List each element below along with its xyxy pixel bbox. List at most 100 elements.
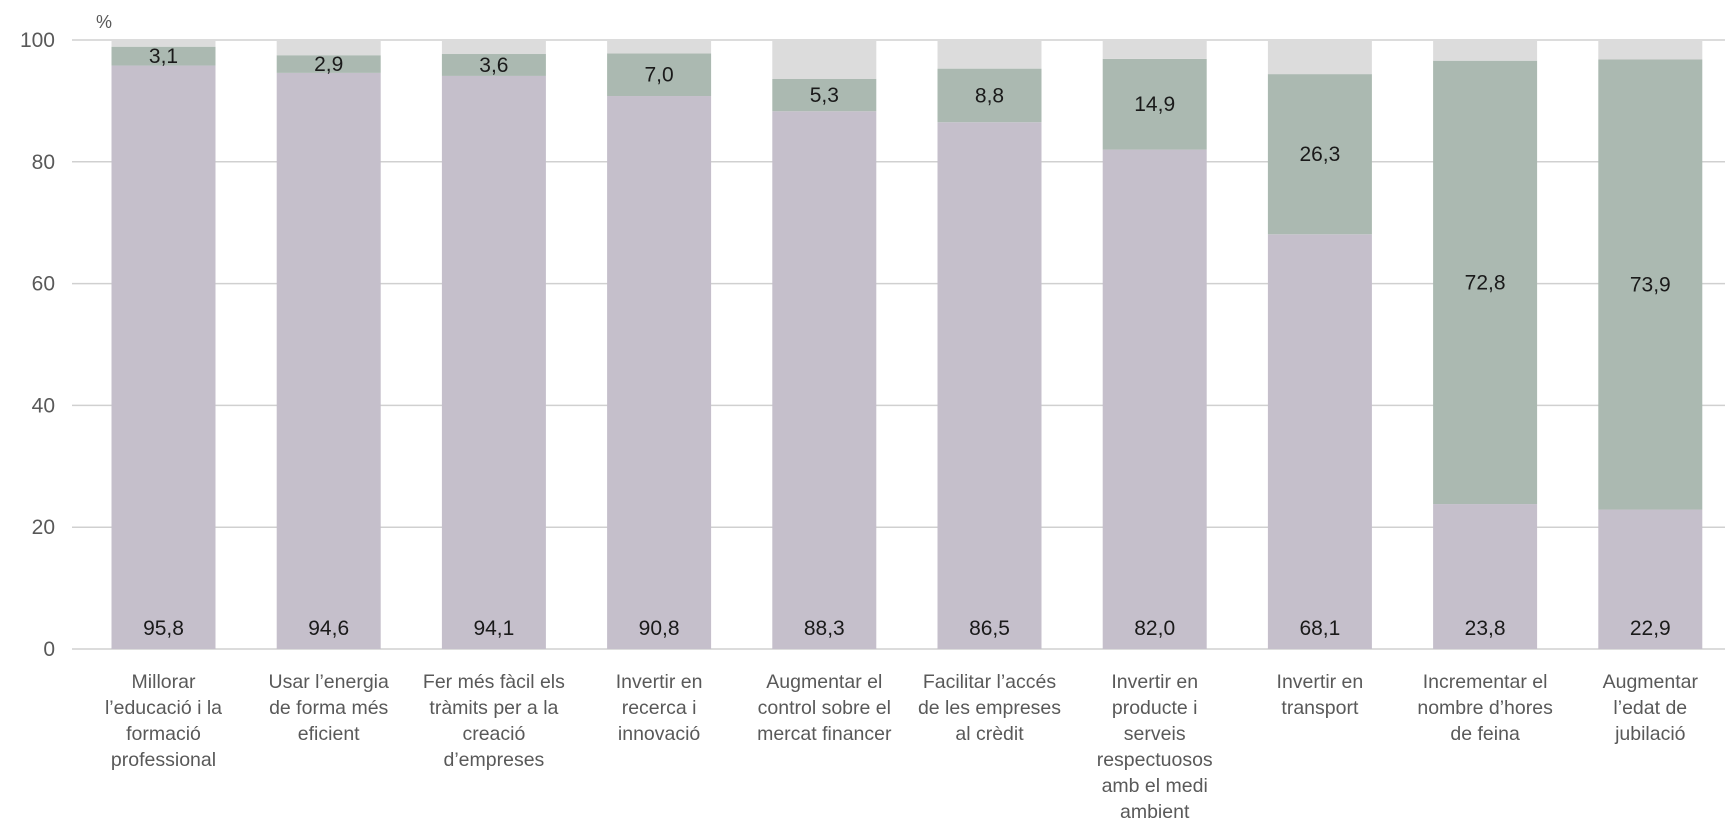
bar-segment-series-3 [1433, 40, 1538, 61]
x-tick-label-line: l’edat de [1613, 697, 1687, 719]
data-label: 90,8 [639, 617, 680, 640]
bar-segment-series-2 [441, 54, 546, 76]
data-label: 68,1 [1299, 617, 1340, 640]
x-tick-label-line: de les empreses [918, 697, 1061, 719]
data-label: 3,6 [479, 54, 508, 77]
bar-segment-series-1 [607, 96, 712, 649]
bar-group: 68,1 26,3 [1267, 40, 1372, 649]
x-tick-label: Augmentar el control sobre el mercat finan… [757, 671, 892, 745]
x-tick-label-line: ambient [1120, 801, 1190, 823]
bar-segment-series-1 [1433, 504, 1538, 649]
bar-group: 86,5 8,8 [937, 40, 1042, 650]
bar-group: 94,1 3,6 [441, 40, 546, 649]
data-label: 86,5 [969, 617, 1010, 640]
bar-segment-series-3 [1598, 40, 1703, 60]
data-label: 3,1 [149, 45, 178, 68]
y-axis: % 0 20 40 60 80 100 [20, 12, 112, 661]
x-tick-label-line: Millorar [132, 671, 196, 693]
data-label: 2,9 [314, 53, 343, 76]
x-tick-label-line: professional [111, 749, 216, 771]
bar-segment-series-2 [276, 55, 381, 73]
y-tick-label: 40 [32, 394, 55, 417]
x-tick-label: Invertir en recerca i innovació [616, 671, 703, 745]
x-tick-label-line: Augmentar el [766, 671, 882, 693]
x-tick-label-line: producte i [1112, 697, 1198, 719]
x-tick-label-line: Usar l’energia [269, 671, 389, 693]
data-label: 95,8 [143, 617, 184, 640]
x-tick-label-line: al crèdit [955, 723, 1024, 745]
bar-group: 94,6 2,9 [276, 40, 381, 650]
data-label: 73,9 [1630, 274, 1671, 297]
x-tick-label: Invertir en producte i serveis respectuosos… [1097, 671, 1213, 823]
bar-group: 22,9 73,9 [1598, 40, 1703, 649]
bar-segment-series-3 [1102, 40, 1207, 59]
x-tick-label: Fer més fàcil els tràmits per a la creació… [423, 671, 565, 771]
bar-segment-series-3 [276, 40, 381, 56]
bar-segment-series-1 [1267, 234, 1372, 649]
bar-group: 82,0 14,9 [1102, 40, 1207, 649]
bar-group: 88,3 5,3 [772, 40, 877, 650]
x-tick-label: Incrementar el nombre d’hores de feina [1417, 671, 1553, 745]
data-label: 5,3 [810, 84, 839, 107]
data-label: 88,3 [804, 617, 845, 640]
bar-segment-series-1 [1102, 149, 1207, 649]
bar-segment-series-1 [441, 75, 546, 649]
x-tick-label-line: d’empreses [444, 749, 545, 771]
x-tick-label: Usar l’energia de forma més eficient [269, 671, 389, 745]
bar-segment-series-1 [937, 122, 1042, 650]
x-tick-label-line: control sobre el [758, 697, 891, 719]
x-tick-label-line: recerca i [622, 697, 697, 719]
data-label: 22,9 [1630, 617, 1671, 640]
data-label: 94,6 [308, 617, 349, 640]
x-axis: Millorar l’educació i la formació professio… [105, 671, 1699, 823]
x-tick-label: Millorar l’educació i la formació professio… [105, 671, 222, 771]
data-label: 14,9 [1134, 93, 1175, 116]
x-tick-label: Augmentar l’edat de jubilació [1603, 671, 1699, 745]
data-label: 23,8 [1465, 617, 1506, 640]
bar-group: 23,8 72,8 [1433, 40, 1538, 649]
x-tick-label-line: respectuosos [1097, 749, 1213, 771]
x-tick-label-line: Fer més fàcil els [423, 671, 565, 693]
bar-segment-series-3 [772, 40, 877, 79]
bar-segment-series-2 [111, 46, 216, 66]
x-tick-label-line: Invertir en [1111, 671, 1198, 693]
data-label: 7,0 [644, 64, 673, 87]
x-tick-label-line: de feina [1450, 723, 1520, 745]
bar-segment-series-1 [772, 111, 877, 650]
x-tick-label-line: amb el medi [1102, 775, 1208, 797]
bar-segment-series-2 [1433, 60, 1538, 505]
x-tick-label-line: nombre d’hores [1417, 697, 1553, 719]
bar-segment-series-3 [111, 40, 216, 47]
x-tick-label-line: mercat financer [757, 723, 892, 745]
x-tick-label-line: Incrementar el [1423, 671, 1548, 693]
x-tick-label: Invertir en transport [1277, 671, 1364, 719]
x-tick-label-line: creació [462, 723, 525, 745]
y-tick-label: 60 [32, 273, 55, 296]
x-tick-label-line: eficient [298, 723, 360, 745]
x-tick-label-line: Invertir en [616, 671, 703, 693]
bar-group: 90,8 7,0 [607, 40, 712, 649]
y-tick-label: 100 [20, 29, 55, 52]
data-label: 72,8 [1465, 271, 1506, 294]
x-tick-label: Facilitar l’accés de les empreses al crèdi… [918, 671, 1061, 745]
bar-segment-series-1 [1598, 509, 1703, 649]
bar-segment-series-2 [1267, 74, 1372, 235]
x-tick-label-line: innovació [618, 723, 701, 745]
bar-group: 95,8 3,1 [111, 40, 216, 649]
y-tick-label: 80 [32, 151, 55, 174]
bar-segment-series-1 [111, 65, 216, 649]
data-label: 26,3 [1299, 143, 1340, 166]
x-tick-label-line: Invertir en [1277, 671, 1364, 693]
x-tick-label-line: transport [1281, 697, 1359, 719]
bar-segment-series-2 [1598, 59, 1703, 510]
x-tick-label-line: l’educació i la [105, 697, 222, 719]
x-tick-label-line: de forma més [269, 697, 388, 719]
x-tick-label-line: jubilació [1614, 723, 1686, 745]
data-label: 82,0 [1134, 617, 1175, 640]
x-tick-label-line: tràmits per a la [429, 697, 558, 719]
bar-segment-series-2 [772, 78, 877, 112]
x-tick-label-line: formació [126, 723, 201, 745]
bar-segment-series-1 [276, 72, 381, 650]
bar-segment-series-3 [1267, 40, 1372, 75]
